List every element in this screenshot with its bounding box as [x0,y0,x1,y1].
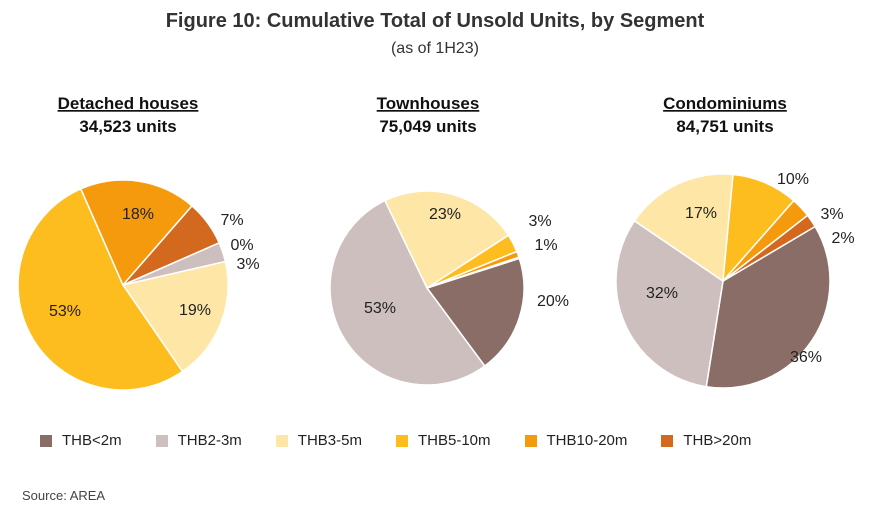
pie-slice [615,219,724,388]
legend-item: THB2-3m [155,432,242,449]
legend-item: THB<2m [40,432,122,449]
source-note: Source: AREA [22,488,106,503]
pie-slice [121,260,229,373]
legend-label: THB3-5m [297,432,362,449]
pie-slice [329,199,486,386]
pie-unit-total: 34,523 units [79,117,176,136]
chart-title: Figure 10: Cumulative Total of Unsold Un… [165,10,705,32]
slice-data-label: 7% [220,212,243,229]
pie-slice [722,214,817,282]
pie-slice [633,173,734,283]
pie-title: Townhouses [377,94,480,113]
legend-label: THB5-10m [417,432,491,449]
legend-item: THB3-5m [275,432,362,449]
legend-label: THB<2m [62,432,122,449]
legend-item: THB5-10m [395,432,491,449]
slice-data-label: 53% [49,303,81,320]
pie-title: Detached houses [58,94,199,113]
legend-label: THB10-20m [546,432,628,449]
pie-charts-canvas: 0% 3% 19% 53% 18% 7% Detached houses 34,523 uni… [17,94,855,391]
slice-data-label: 0% [230,237,253,254]
slice-data-label: 53% [364,300,396,317]
legend-item: THB10-20m [524,432,628,449]
legend-swatch [395,434,408,447]
slice-data-label: 36% [790,349,822,366]
legend-item: THB>20m [661,432,751,449]
slice-data-label: 19% [179,302,211,319]
pie-townhouses: 20% 53% 23% 3% 1% [329,190,569,386]
slice-data-label: 20% [537,293,569,310]
slice-data-label: 3% [820,206,843,223]
legend-swatch [40,434,52,447]
pie-title: Condominiums [663,94,787,113]
legend-swatch [275,434,288,447]
slice-data-label: 2% [831,230,854,247]
legend: THB<2m THB2-3m THB3-5m THB5-10m THB10-20… [40,432,785,449]
slice-data-label: 3% [236,256,259,273]
chart-subtitle: (as of 1H23) [390,40,480,57]
legend-label: THB>20m [683,432,752,449]
pie-condominiums: 36% 32% 17% 10% 3% 2% [615,171,855,389]
slice-data-label: 23% [429,206,461,223]
pie-detached-houses: 0% 3% 19% 53% 18% 7% [17,179,260,391]
pie-slice [426,256,521,289]
pie-slice [79,179,194,287]
slice-data-label: 18% [122,206,154,223]
legend-swatch [661,434,674,447]
slice-data-label: 32% [646,285,678,302]
pie-slice [383,190,510,290]
legend-swatch [155,434,168,447]
pie-slice [17,187,184,391]
pie-unit-total: 75,049 units [379,117,476,136]
slice-data-label: 3% [528,213,551,230]
pie-slice [425,256,525,368]
slice-data-label: 17% [685,205,717,222]
pie-unit-total: 84,751 units [676,117,773,136]
legend-label: THB2-3m [177,432,242,449]
slice-data-label: 1% [534,237,557,254]
slice-data-label: 10% [777,171,809,188]
pie-slice [705,225,831,389]
pie-slice [122,204,221,286]
legend-swatch [524,434,537,447]
